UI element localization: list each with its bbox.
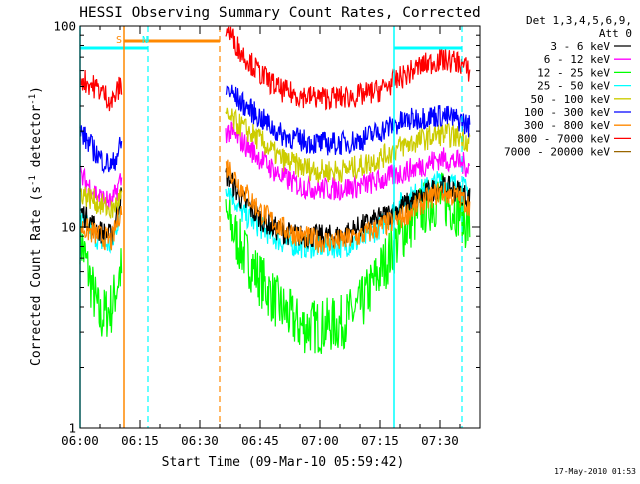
y-axis-title-sup2: -1 [28,94,38,105]
series-line-12-25-kev-seg2 [225,172,471,354]
legend-label-12-25-kev: 12 - 25 keV [537,66,610,79]
legend-label-50-100-kev: 50 - 100 keV [531,93,611,106]
legend-label-3-6-kev: 3 - 6 keV [550,40,610,53]
x-tick-label: 06:15 [121,433,159,448]
y-axis-title-end: ) [29,86,44,94]
series-line-6-12-kev-seg2 [225,121,471,202]
series-line-50-100-kev-seg2 [225,107,471,183]
chart-title: HESSI Observing Summary Count Rates, Cor… [79,5,481,21]
y-axis-title-mid: detector [29,105,44,176]
x-tick-label: 06:45 [241,433,279,448]
y-axis-title-sup1: -1 [28,175,38,186]
series-line-12-25-kev-seg1 [79,215,123,337]
series-line-800-7000-kev-seg2 [225,26,471,111]
x-tick-label: 07:00 [301,433,339,448]
legend-label-800-7000-kev: 800 - 7000 keV [517,132,610,145]
series-line-100-300-kev-seg1 [79,125,123,174]
x-tick-label: 07:15 [361,433,399,448]
legend-label-6-12-kev: 6 - 12 keV [544,53,611,66]
legend-label-100-300-kev: 100 - 300 keV [524,106,610,119]
x-tick-label: 06:30 [181,433,219,448]
y-tick-label: 100 [53,19,76,34]
footer-date: 17-May-2010 01:53 [554,467,636,476]
y-axis-title: Corrected Count Rate (s-1 detector-1) [28,86,44,366]
legend-label-25-50-kev: 25 - 50 keV [537,80,610,93]
legend-header-line2: Att 0 [599,27,632,40]
series-line-300-800-kev-seg2 [225,159,471,253]
flag-label-s: S [116,35,122,46]
x-tick-label: 07:30 [421,433,459,448]
legend-header-line1: Det 1,3,4,5,6,9, [526,14,632,27]
y-axis-title-main: Corrected Count Rate (s [29,186,44,366]
series-line-300-800-kev-seg1 [79,205,123,251]
y-tick-label: 10 [61,220,76,235]
data-layer [79,26,471,354]
legend-label-7000-20000-kev: 7000 - 20000 keV [504,146,610,159]
flag-label-n: N [142,35,148,46]
y-tick-label: 1 [68,421,76,436]
axis-tick-layer: 06:00 06:15 06:30 06:45 07:00 07:15 07:30 1 10 10… [53,19,481,448]
series-line-800-7000-kev-seg1 [79,69,123,112]
legend-label-300-800-kev: 300 - 800 keV [524,119,610,132]
x-tick-label: 06:00 [61,433,99,448]
series-line-50-100-kev-seg1 [79,186,123,219]
series-line-100-300-kev-seg2 [225,84,471,156]
series-line-6-12-kev-seg1 [79,165,123,211]
x-axis-title: Start Time (09-Mar-10 05:59:42) [162,455,405,470]
